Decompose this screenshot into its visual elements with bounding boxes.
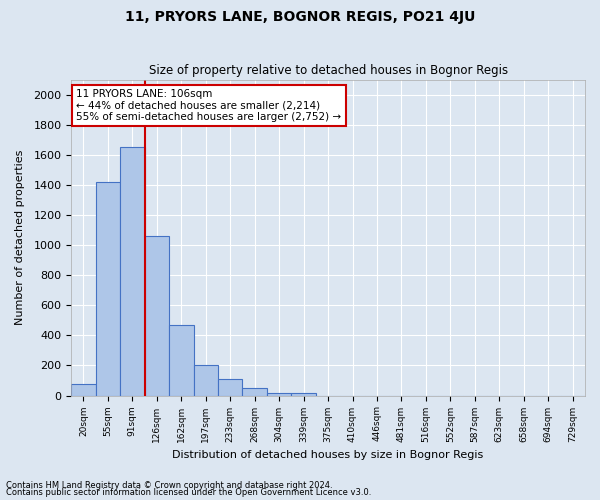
- Title: Size of property relative to detached houses in Bognor Regis: Size of property relative to detached ho…: [149, 64, 508, 77]
- Bar: [242, 388, 267, 396]
- Bar: [292, 394, 316, 396]
- X-axis label: Distribution of detached houses by size in Bognor Regis: Distribution of detached houses by size …: [172, 450, 484, 460]
- Text: 11 PRYORS LANE: 106sqm
← 44% of detached houses are smaller (2,214)
55% of semi-: 11 PRYORS LANE: 106sqm ← 44% of detached…: [76, 89, 341, 122]
- Text: Contains public sector information licensed under the Open Government Licence v3: Contains public sector information licen…: [6, 488, 371, 497]
- Text: Contains HM Land Registry data © Crown copyright and database right 2024.: Contains HM Land Registry data © Crown c…: [6, 480, 332, 490]
- Y-axis label: Number of detached properties: Number of detached properties: [15, 150, 25, 325]
- Bar: [218, 379, 242, 396]
- Bar: [71, 384, 95, 396]
- Bar: [169, 325, 194, 396]
- Bar: [120, 148, 145, 396]
- Bar: [194, 366, 218, 396]
- Bar: [95, 182, 120, 396]
- Text: 11, PRYORS LANE, BOGNOR REGIS, PO21 4JU: 11, PRYORS LANE, BOGNOR REGIS, PO21 4JU: [125, 10, 475, 24]
- Bar: [267, 392, 292, 396]
- Bar: [145, 236, 169, 396]
